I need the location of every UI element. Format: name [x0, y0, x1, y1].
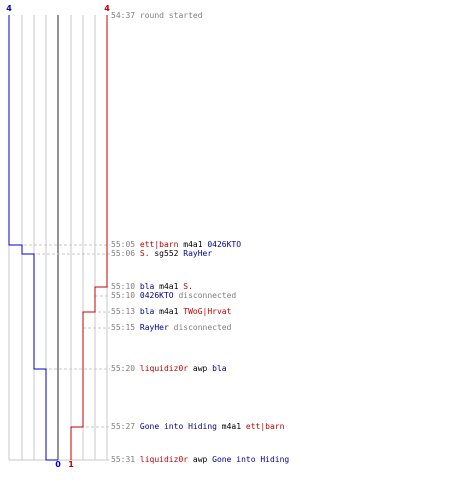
event-row: 54:37 round started — [111, 11, 203, 21]
event-text: bla — [212, 364, 227, 373]
event-text: S. — [183, 282, 193, 291]
event-text: RayHer — [183, 249, 213, 258]
event-row: 55:13 bla m4a1 TWoG|Hrvat — [111, 307, 231, 317]
blue-start-count: 4 — [6, 4, 12, 13]
event-row: 55:20 liquidiz0r awp bla — [111, 364, 227, 374]
event-row: 55:10 bla m4a1 S. — [111, 282, 193, 292]
event-row: 55:31 liquidiz0r awp Gone into Hiding — [111, 455, 289, 465]
event-text: m4a1 — [154, 307, 184, 316]
event-time: 55:13 — [111, 307, 140, 316]
event-text: 0426KTO — [139, 291, 174, 300]
event-time: 55:20 — [111, 364, 140, 373]
event-text: 0426KTO — [207, 240, 242, 249]
event-row: 55:10 0426KTO disconnected — [111, 291, 236, 301]
event-time: 55:31 — [111, 455, 140, 464]
event-text: bla — [139, 282, 155, 291]
event-text: RayHer — [139, 323, 169, 332]
event-text: Gone into Hiding — [139, 422, 217, 431]
grid-lines — [8, 15, 108, 461]
red-team-line — [70, 15, 108, 460]
event-text: sg552 — [149, 249, 184, 258]
event-text: ett|barn — [245, 422, 285, 431]
blue-team-line — [8, 15, 58, 461]
event-row: 55:27 Gone into Hiding m4a1 ett|barn — [111, 422, 284, 432]
event-text: awp — [188, 364, 213, 373]
event-text: TWoG|Hrvat — [183, 307, 232, 316]
event-time: 55:10 — [111, 291, 140, 300]
event-text: S. — [139, 249, 150, 258]
red-start-count: 4 — [104, 4, 110, 13]
event-time: 55:06 — [111, 249, 140, 258]
event-text: m4a1 — [154, 282, 184, 291]
event-text: Gone into Hiding — [212, 455, 290, 464]
red-end-count: 1 — [68, 460, 74, 469]
event-text: ett|barn — [139, 240, 179, 249]
event-text: round started — [139, 11, 203, 20]
event-time: 55:05 — [111, 240, 140, 249]
event-text: m4a1 — [216, 422, 246, 431]
event-text: liquidiz0r — [139, 364, 189, 373]
event-text: liquidiz0r — [139, 455, 189, 464]
event-text: disconnected — [173, 291, 237, 300]
event-text: disconnected — [168, 323, 232, 332]
event-time: 55:10 — [111, 282, 140, 291]
event-time: 55:15 — [111, 323, 140, 332]
event-time: 54:37 — [111, 11, 140, 20]
event-text: m4a1 — [178, 240, 208, 249]
event-text: awp — [188, 455, 213, 464]
blue-end-count: 0 — [55, 460, 61, 469]
event-text: bla — [139, 307, 155, 316]
event-row: 55:06 S. sg552 RayHer — [111, 249, 212, 259]
event-row: 55:05 ett|barn m4a1 0426KTO — [111, 240, 241, 250]
event-time: 55:27 — [111, 422, 140, 431]
event-row: 55:15 RayHer disconnected — [111, 323, 231, 333]
